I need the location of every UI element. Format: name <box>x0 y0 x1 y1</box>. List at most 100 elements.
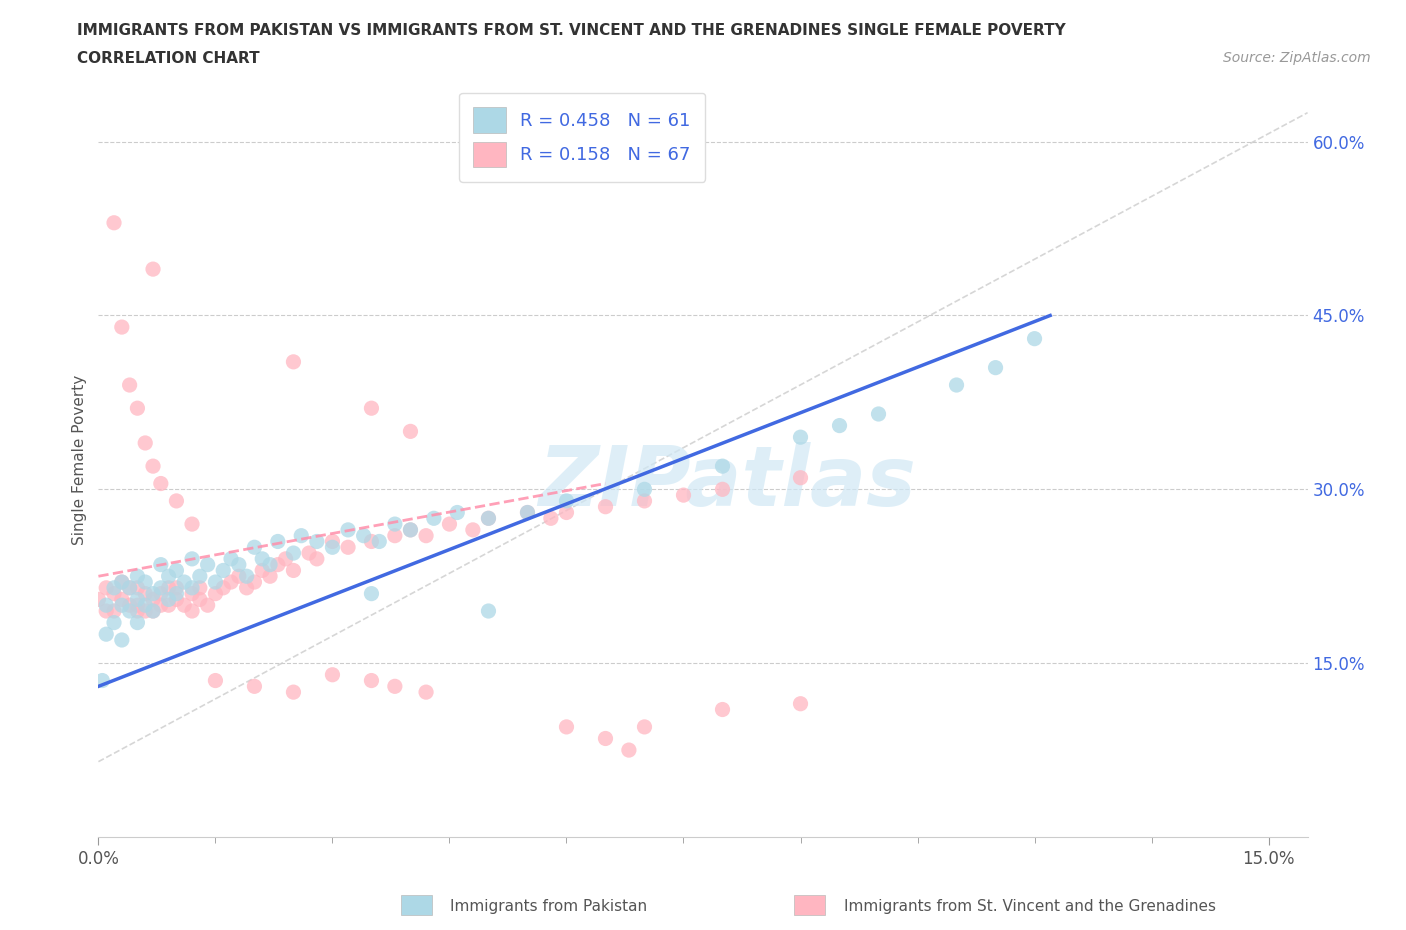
Point <box>235 569 257 584</box>
Point <box>789 697 811 711</box>
Point <box>149 557 172 572</box>
Point <box>228 569 250 584</box>
Point <box>204 673 226 688</box>
Point <box>134 598 156 613</box>
Text: Immigrants from St. Vincent and the Grenadines: Immigrants from St. Vincent and the Gren… <box>844 899 1216 914</box>
Point <box>197 557 219 572</box>
Point <box>103 586 125 601</box>
Point <box>111 320 134 335</box>
Point <box>127 592 149 607</box>
Point <box>555 494 578 509</box>
Point <box>555 505 578 520</box>
Point <box>127 598 149 613</box>
Point <box>197 598 219 613</box>
Point <box>274 551 297 566</box>
Point <box>360 673 382 688</box>
Point <box>157 580 180 595</box>
Point <box>259 557 281 572</box>
Point <box>204 575 226 590</box>
Point <box>181 586 204 601</box>
Point <box>446 505 468 520</box>
Point <box>111 598 134 613</box>
Point <box>142 592 165 607</box>
Point <box>134 435 156 450</box>
Point <box>360 534 382 549</box>
Point <box>789 430 811 445</box>
Point <box>173 598 195 613</box>
Point <box>711 482 734 497</box>
Point <box>111 632 134 647</box>
Point <box>103 580 125 595</box>
Point <box>181 580 204 595</box>
Point <box>173 575 195 590</box>
Point <box>283 563 305 578</box>
Point <box>283 354 305 369</box>
Point <box>461 523 484 538</box>
Point <box>188 580 211 595</box>
Point <box>181 551 204 566</box>
Point <box>212 563 235 578</box>
Point <box>118 580 141 595</box>
Point <box>103 216 125 231</box>
Point <box>127 615 149 630</box>
Point <box>516 505 538 520</box>
Point <box>157 592 180 607</box>
Point <box>118 604 141 618</box>
Point <box>134 586 156 601</box>
Point <box>353 528 375 543</box>
Point <box>789 471 811 485</box>
Point <box>252 551 274 566</box>
Point <box>219 575 242 590</box>
Point <box>127 401 149 416</box>
Point <box>127 604 149 618</box>
Point <box>118 378 141 392</box>
Point <box>142 458 165 473</box>
Point <box>267 534 290 549</box>
Point <box>423 511 446 525</box>
Point <box>204 586 226 601</box>
Point <box>142 604 165 618</box>
Point <box>149 476 172 491</box>
Point <box>415 528 437 543</box>
Point <box>540 511 562 525</box>
Point <box>305 534 328 549</box>
Point <box>96 627 118 642</box>
Point <box>111 575 134 590</box>
Point <box>321 534 343 549</box>
Point <box>134 575 156 590</box>
Point <box>103 615 125 630</box>
Point <box>165 494 187 509</box>
Point <box>711 458 734 473</box>
Point <box>142 604 165 618</box>
Point <box>360 401 382 416</box>
Point <box>283 684 305 699</box>
Point <box>252 563 274 578</box>
Point <box>165 592 187 607</box>
Point <box>298 546 321 561</box>
Point <box>439 517 461 532</box>
Point <box>188 592 211 607</box>
Point <box>399 523 422 538</box>
Point <box>672 487 695 502</box>
Point <box>399 424 422 439</box>
Point <box>633 482 655 497</box>
Text: Immigrants from Pakistan: Immigrants from Pakistan <box>450 899 647 914</box>
Point <box>283 546 305 561</box>
Point <box>617 743 640 758</box>
Point <box>360 586 382 601</box>
Point <box>633 494 655 509</box>
Point <box>555 720 578 735</box>
Point <box>305 551 328 566</box>
Y-axis label: Single Female Poverty: Single Female Poverty <box>72 375 87 546</box>
Point <box>984 360 1007 375</box>
Point <box>87 592 110 607</box>
Point <box>134 604 156 618</box>
Point <box>181 517 204 532</box>
Point <box>96 598 118 613</box>
Text: ZIPatlas: ZIPatlas <box>538 443 917 524</box>
Point <box>118 580 141 595</box>
Point <box>595 499 617 514</box>
Point <box>91 673 114 688</box>
Point <box>149 580 172 595</box>
Text: CORRELATION CHART: CORRELATION CHART <box>77 51 260 66</box>
